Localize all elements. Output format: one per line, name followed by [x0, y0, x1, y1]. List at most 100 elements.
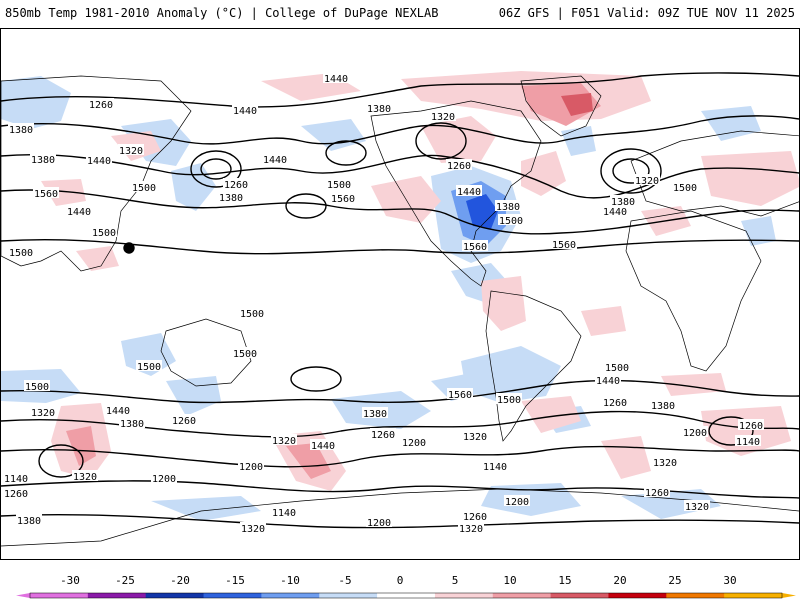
contour-label: 1260 — [4, 489, 28, 500]
contour-label-bg — [682, 426, 708, 437]
contour-label-bg — [16, 514, 42, 525]
contour-label: 1440 — [233, 106, 257, 117]
contour-label-bg — [462, 430, 488, 441]
coastline-africa — [625, 210, 762, 372]
contour-label-bg — [652, 456, 678, 467]
colorbar-segment — [724, 593, 783, 598]
contour-label: 1500 — [240, 309, 264, 320]
coastlines — [1, 75, 799, 547]
contour-label-bg — [326, 178, 352, 189]
contour-label: 1260 — [645, 488, 669, 499]
contour-label-bg — [24, 380, 50, 391]
contour-label-bg — [239, 307, 265, 318]
contour-label: 1320 — [31, 408, 55, 419]
contour-label: 1380 — [496, 202, 520, 213]
colorbar-segment — [203, 593, 262, 598]
contour-label-bg — [88, 98, 114, 109]
contour-label: 1260 — [89, 100, 113, 111]
contour-line — [1, 189, 799, 235]
contour-label-bg — [151, 472, 177, 483]
contour-label-bg — [650, 399, 676, 410]
colorbar-segment — [319, 593, 378, 598]
contour-label: 1200 — [367, 518, 391, 529]
contour-label: 1140 — [736, 437, 760, 448]
colorbar-tick-label: 25 — [668, 574, 681, 587]
contour-line — [1, 445, 799, 468]
warm-anomaly-area — [41, 179, 86, 206]
contour-label: 1200 — [152, 474, 176, 485]
contour-label: 1500 — [497, 395, 521, 406]
contour-label: 1380 — [363, 409, 387, 420]
contour-label-bg — [8, 123, 34, 134]
contour-label-bg — [30, 406, 56, 417]
contour-label-bg — [458, 522, 484, 533]
contour-label: 1500 — [9, 248, 33, 259]
contour-label-bg — [131, 181, 157, 192]
warm-anomaly-area — [581, 306, 626, 336]
contour-label-bg — [118, 144, 144, 155]
contour-label-bg — [105, 404, 131, 415]
colorbar-tick-label: 15 — [558, 574, 571, 587]
contour-label: 1380 — [17, 516, 41, 527]
contour-label: 1500 — [137, 362, 161, 373]
colorbar-right-arrow — [782, 593, 796, 598]
warm-anomaly-area — [76, 246, 119, 271]
contour-label: 1560 — [463, 242, 487, 253]
cold-anomaly-area — [166, 376, 221, 416]
contour-label-bg — [238, 460, 264, 471]
contour-label-bg — [8, 246, 34, 257]
contour-label: 1380 — [120, 419, 144, 430]
contour-label-bg — [446, 159, 472, 170]
contour-label: 1440 — [311, 441, 335, 452]
contour-label: 1380 — [611, 197, 635, 208]
colorbar-tick-label: -20 — [170, 574, 190, 587]
contour-label-bg — [430, 110, 456, 121]
colorbar-segment — [261, 593, 320, 598]
contour-label: 1380 — [31, 155, 55, 166]
colorbar-segment — [666, 593, 725, 598]
coastline-asia — [1, 75, 192, 272]
low-center-contour — [200, 158, 232, 180]
contour-label: 1320 — [653, 458, 677, 469]
warm-anomaly-area — [521, 151, 566, 196]
contour-label-bg — [462, 240, 488, 251]
contour-label-bg — [66, 205, 92, 216]
contour-label: 1560 — [331, 194, 355, 205]
colorbar-tick-label: -30 — [60, 574, 80, 587]
contour-label: 1380 — [9, 125, 33, 136]
contour-label: 1440 — [106, 406, 130, 417]
contour-label-bg — [323, 72, 349, 83]
contour-label-bg — [634, 174, 660, 185]
colorbar-tick-label: -25 — [115, 574, 135, 587]
map-header: 850mb Temp 1981-2010 Anomaly (°C) | Coll… — [0, 0, 800, 28]
contour-label: 1260 — [371, 430, 395, 441]
contour-label: 1440 — [596, 376, 620, 387]
contour-label: 1320 — [431, 112, 455, 123]
contour-label: 1200 — [683, 428, 707, 439]
high-center-contour — [290, 366, 342, 392]
contour-label: 1260 — [739, 421, 763, 432]
contour-label: 1440 — [603, 207, 627, 218]
contour-label-bg — [271, 434, 297, 445]
contour-label: 1200 — [505, 497, 529, 508]
anomaly-colorbar: -30 -25 -20 -15 -10 -5 0 5 10 15 20 25 30 — [0, 560, 800, 600]
coastline-antarctica — [1, 488, 799, 547]
contour-label-bg — [366, 102, 392, 113]
cold-anomaly-area — [151, 496, 261, 521]
contour-label: 1440 — [263, 155, 287, 166]
contour-label-bg — [310, 439, 336, 450]
contour-label-bg — [72, 470, 98, 481]
contour-label: 1500 — [233, 349, 257, 360]
warm-anomaly-area — [66, 426, 96, 466]
contour-label: 1320 — [119, 146, 143, 157]
contour-label-bg — [504, 495, 530, 506]
colorbar-segment — [550, 593, 609, 598]
contour-label: 1560 — [34, 189, 58, 200]
contour-line — [1, 513, 799, 529]
colorbar-tick-label: 10 — [503, 574, 516, 587]
contour-line — [1, 379, 799, 404]
contour-label-bg — [482, 460, 508, 471]
colorbar-tick-label: 30 — [723, 574, 736, 587]
contour-label-bg — [456, 185, 482, 196]
contour-label-bg — [136, 360, 162, 371]
